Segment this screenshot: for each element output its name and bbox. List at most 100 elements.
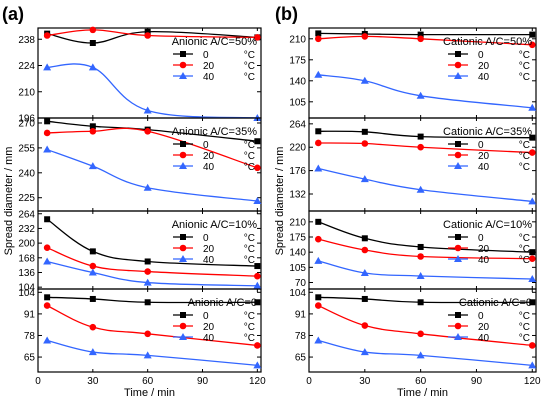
subplot: 132 176 220 264 Cationic A/C=35% 0 °C 20 °C 40 °C: [289, 117, 537, 212]
x-axis-label: Time / min: [397, 387, 448, 399]
data-point-square: [529, 134, 536, 141]
legend-label: 40: [478, 162, 490, 173]
data-point-triangle: [253, 281, 262, 289]
data-point-square: [144, 28, 151, 35]
data-point-circle: [454, 151, 462, 159]
y-tick-label: 270: [18, 118, 35, 129]
data-point-circle: [89, 26, 97, 34]
legend-label: 20: [203, 244, 215, 255]
data-point-triangle: [454, 333, 462, 340]
y-tick-label: 224: [18, 61, 35, 72]
data-point-triangle: [88, 63, 97, 71]
subplot: 225 240 255 270 Anionic A/C=35% 0 °C 20 °C 40 °C: [18, 117, 262, 212]
data-point-triangle: [454, 162, 462, 169]
data-point-square: [44, 294, 51, 301]
legend-unit: °C: [519, 333, 530, 344]
legend-unit: °C: [244, 72, 255, 83]
legend-unit: °C: [519, 233, 530, 244]
series-line: [47, 296, 258, 304]
x-tick-label: 120: [524, 376, 541, 387]
data-point-square: [455, 234, 461, 240]
y-tick-label: 175: [289, 55, 306, 66]
data-point-triangle: [253, 361, 262, 369]
data-point-square: [417, 243, 424, 250]
data-point-circle: [254, 342, 261, 349]
y-tick-label: 70: [295, 278, 307, 289]
legend-label: 0: [203, 140, 209, 151]
legend-label: 20: [478, 322, 490, 333]
data-point-square: [361, 128, 368, 135]
data-point-circle: [454, 322, 462, 330]
y-tick-label: 210: [289, 34, 306, 45]
data-point-triangle: [416, 351, 425, 359]
legend-label: 20: [203, 322, 215, 333]
x-tick-label: 0: [35, 376, 41, 387]
data-point-square: [89, 40, 96, 46]
series-line: [46, 247, 258, 277]
data-point-triangle: [88, 162, 97, 170]
legend-unit: °C: [519, 151, 530, 162]
series-line: [46, 148, 258, 202]
data-point-circle: [144, 330, 151, 338]
legend-label: 0: [478, 233, 484, 244]
series-line: [318, 35, 533, 46]
y-tick-label: 104: [18, 288, 35, 299]
data-point-circle: [454, 61, 462, 69]
y-tick-label: 136: [18, 268, 35, 279]
data-point-circle: [43, 302, 51, 309]
series-line: [47, 127, 258, 169]
data-point-triangle: [314, 70, 323, 78]
legend-label: 40: [203, 333, 215, 344]
data-point-square: [417, 31, 424, 38]
data-point-triangle: [179, 255, 187, 262]
data-point-circle: [528, 342, 536, 349]
data-point-triangle: [360, 175, 369, 183]
data-point-circle: [179, 244, 187, 252]
y-tick-label: 104: [18, 283, 35, 294]
y-tick-label: 210: [289, 217, 306, 228]
y-tick-label: 264: [18, 209, 35, 220]
series-line: [318, 260, 533, 280]
series-line: [318, 74, 533, 109]
series-line: [47, 63, 258, 119]
y-tick-label: 105: [289, 263, 306, 274]
data-point-square: [254, 138, 261, 145]
y-tick-label: 140: [289, 248, 306, 259]
data-point-circle: [43, 129, 51, 137]
data-point-square: [180, 51, 186, 57]
series-line: [318, 238, 533, 260]
legend-unit: °C: [519, 140, 530, 151]
data-point-triangle: [360, 268, 369, 276]
data-point-triangle: [314, 164, 323, 172]
data-point-square: [180, 312, 186, 318]
x-tick-label: 30: [87, 376, 99, 387]
legend-unit: °C: [519, 311, 530, 322]
legend-label: 40: [478, 333, 490, 344]
data-point-triangle: [528, 275, 537, 283]
data-point-circle: [528, 255, 536, 262]
y-tick-label: 232: [18, 224, 35, 235]
legend-label: 0: [478, 50, 484, 61]
data-point-square: [361, 295, 368, 302]
subplot: 65 78 91 104 0 30 60 90 120 Cationic A/C=0 0 °C 20 °C…: [289, 288, 541, 387]
data-point-circle: [144, 268, 151, 275]
data-point-square: [89, 295, 96, 302]
data-point-square: [417, 133, 424, 140]
legend-label: 0: [203, 50, 209, 61]
data-point-circle: [144, 32, 151, 39]
data-point-square: [89, 248, 96, 255]
data-point-square: [529, 299, 536, 306]
legend-unit: °C: [519, 50, 530, 61]
series-line: [46, 218, 258, 267]
data-point-circle: [179, 322, 187, 330]
data-point-triangle: [528, 197, 537, 205]
data-point-circle: [417, 143, 424, 151]
subplot: 104 136 168 200 232 264 Anionic A/C=10% 0 °C 20 °C…: [18, 209, 262, 294]
legend-unit: °C: [244, 333, 255, 344]
data-point-square: [44, 216, 51, 223]
y-tick-label: 78: [24, 331, 36, 342]
y-tick-label: 132: [289, 189, 306, 200]
y-tick-label: 176: [289, 166, 306, 177]
subplot: 196 210 224 238 Anionic A/C=50% 0 °C 20 °C 40 °C: [18, 26, 262, 125]
data-point-circle: [315, 35, 322, 43]
